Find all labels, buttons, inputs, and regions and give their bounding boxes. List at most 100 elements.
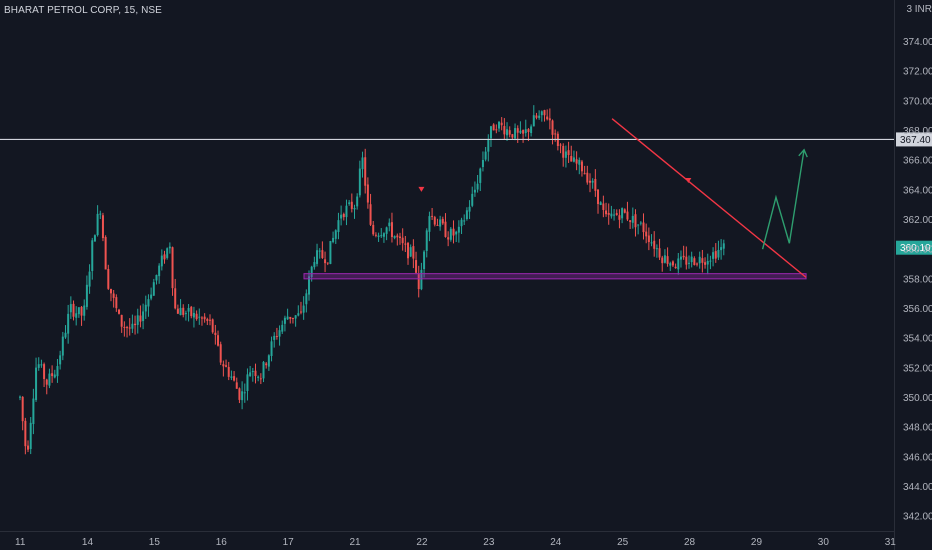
- candle-body: [21, 396, 24, 422]
- candle-body: [67, 313, 70, 334]
- candle-body: [305, 293, 308, 305]
- candle-body: [345, 205, 348, 218]
- candle-body: [273, 335, 276, 340]
- candle-body: [174, 288, 177, 309]
- drawing-overlays[interactable]: 367.40 360.10: [0, 118, 932, 280]
- candle-body: [524, 129, 527, 134]
- candle-body: [37, 364, 40, 368]
- candle-body: [420, 269, 423, 290]
- candle-body: [364, 157, 367, 186]
- candle-body: [621, 208, 624, 219]
- candle-body: [588, 180, 591, 183]
- candle-body: [369, 204, 372, 225]
- candle-body: [324, 259, 327, 264]
- candle-body: [53, 374, 56, 378]
- candle-body: [495, 129, 498, 131]
- price-tick-label: 374.00: [903, 37, 932, 48]
- candle-body: [615, 213, 618, 215]
- price-tick-label: 344.00: [903, 482, 932, 493]
- candle-body: [340, 214, 343, 219]
- candle-body: [425, 230, 428, 251]
- time-tick-label: 24: [550, 537, 562, 548]
- candle-body: [233, 376, 236, 381]
- time-axis[interactable]: 11 14 15 16 17 21 22 23 24 25 28 29 30 31: [15, 537, 896, 548]
- descending-trendline[interactable]: [611, 118, 807, 278]
- symbol-title[interactable]: BHARAT PETROL CORP, 15, NSE: [4, 5, 162, 16]
- candle-body: [150, 294, 153, 299]
- candle-body: [516, 128, 519, 133]
- candle-body: [139, 315, 142, 322]
- candle-body: [142, 311, 145, 322]
- candle-body: [380, 235, 383, 237]
- candle-body: [415, 260, 418, 273]
- candle-body: [283, 317, 286, 324]
- candle-body: [567, 150, 570, 155]
- candle-body: [59, 355, 62, 365]
- candle-body: [318, 250, 321, 252]
- candle-body: [235, 382, 238, 389]
- time-tick-label: 29: [751, 537, 763, 548]
- candle-body: [679, 256, 682, 260]
- candle-body: [366, 184, 369, 203]
- candle-body: [653, 240, 656, 249]
- candle-body: [404, 243, 407, 245]
- candle-body: [548, 118, 551, 121]
- candle-body: [337, 220, 340, 232]
- candle-body: [538, 115, 541, 118]
- candle-body: [176, 308, 179, 314]
- candle-body: [492, 124, 495, 131]
- candle-body: [64, 332, 67, 338]
- candle-body: [572, 157, 575, 162]
- time-tick-label: 28: [684, 537, 696, 548]
- time-tick-label: 16: [216, 537, 228, 548]
- candle-body: [32, 398, 35, 425]
- candle-body: [316, 250, 319, 264]
- price-tick-label: 358.00: [903, 274, 932, 285]
- candle-body: [428, 216, 431, 232]
- candle-body: [551, 120, 554, 135]
- candle-body: [594, 178, 597, 191]
- projection-path[interactable]: [761, 149, 805, 250]
- candle-body: [407, 242, 410, 259]
- candle-body: [227, 366, 230, 377]
- candle-body: [321, 250, 324, 258]
- price-axis[interactable]: 342.00 344.00 346.00 348.00 350.00 352.00 354.…: [903, 37, 932, 523]
- candle-body: [123, 326, 126, 328]
- candle-body: [356, 196, 359, 207]
- candle-body: [168, 246, 171, 249]
- candle-body: [508, 130, 511, 135]
- candle-body: [479, 168, 482, 183]
- support-zone[interactable]: [303, 273, 807, 280]
- candle-body: [409, 247, 412, 257]
- candle-body: [607, 213, 610, 215]
- candle-body: [546, 116, 549, 120]
- candle-body: [570, 155, 573, 162]
- candle-body: [69, 304, 72, 313]
- candle-body: [540, 111, 543, 116]
- candle-body: [128, 327, 131, 329]
- time-tick-label: 30: [818, 537, 830, 548]
- candle-body: [187, 307, 190, 312]
- price-tick-label: 372.00: [903, 67, 932, 78]
- candle-body: [281, 324, 284, 332]
- candle-body: [618, 215, 621, 220]
- time-tick-label: 15: [149, 537, 161, 548]
- candle-body: [580, 161, 583, 172]
- candle-body: [275, 336, 278, 338]
- candle-body: [308, 276, 311, 295]
- candle-body: [267, 355, 270, 367]
- candle-body: [184, 313, 187, 315]
- candle-body: [182, 307, 185, 315]
- candle-body: [45, 379, 48, 385]
- candle-body: [152, 282, 155, 296]
- candle-body: [190, 306, 193, 317]
- currency-label[interactable]: 3 INR: [906, 4, 932, 15]
- candle-body: [203, 316, 206, 320]
- time-tick-label: 31: [885, 537, 897, 548]
- candle-body: [717, 249, 720, 258]
- candle-body: [465, 210, 468, 220]
- candle-body: [671, 261, 674, 266]
- price-tick-label: 354.00: [903, 334, 932, 345]
- candle-body: [358, 168, 361, 196]
